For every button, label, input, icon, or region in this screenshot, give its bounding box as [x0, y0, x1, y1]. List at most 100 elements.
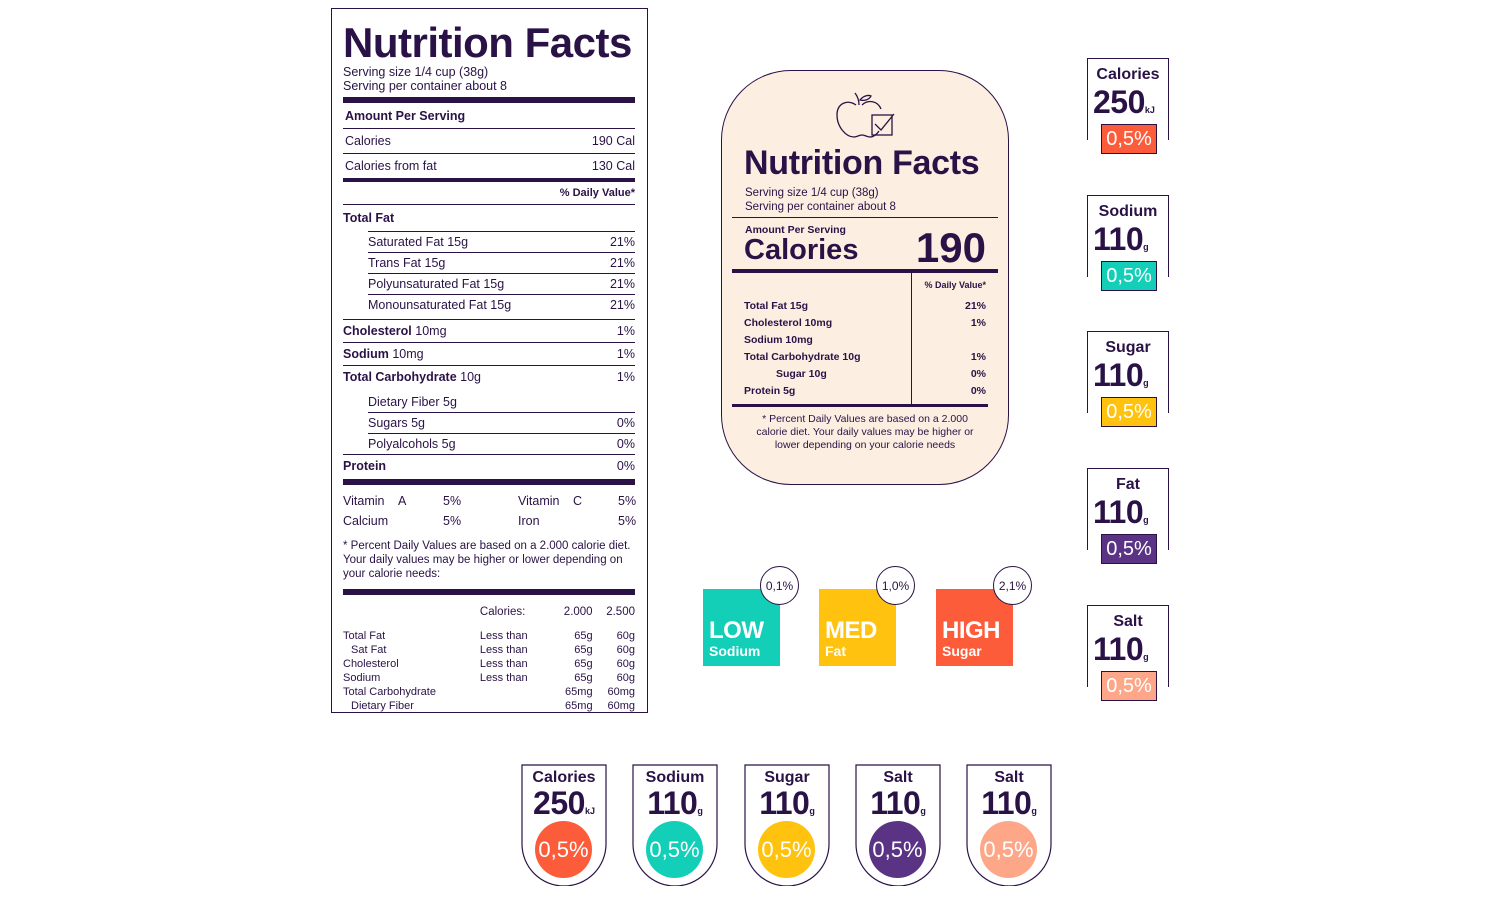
tag-label: Sodium [1098, 203, 1158, 220]
divider-thick [343, 97, 635, 103]
calories-fat-label: Calories from fat [345, 159, 437, 173]
divider [343, 342, 635, 343]
vitamin-cell: Vitamin [343, 494, 385, 508]
carb-row: Polyalcohols 5g 0% [368, 437, 635, 451]
tag-sugar: Sugar 110g 0,5% [1087, 331, 1169, 427]
shield-percent: 0,5% [980, 821, 1037, 878]
tag-label: Sugar [1105, 339, 1151, 356]
tag-value: 250kJ [1093, 84, 1155, 120]
shield-percent: 0,5% [758, 821, 815, 878]
nutrient-row: Total Carbohydrate 10g 1% [744, 351, 986, 363]
footnote: * Percent Daily Values are based on a 2.… [756, 413, 974, 451]
divider [343, 365, 635, 366]
shield-tag-sugar: Sugar 110g 0,5% [744, 764, 830, 886]
shield-label: Salt [994, 769, 1024, 786]
vitamin-cell: A [398, 494, 407, 508]
calories-fat-row: Calories from fat 130 Cal [343, 154, 635, 178]
shield-label: Calories [532, 769, 596, 786]
shield-unit: g [1031, 806, 1037, 816]
shield-label: Sugar [764, 769, 810, 786]
shield-outline [966, 764, 1052, 886]
divider [368, 433, 635, 434]
tag-unit: g [1143, 652, 1149, 662]
serving-size: Serving size 1/4 cup (38g) [343, 65, 489, 79]
protein-row: Protein 0% [343, 459, 635, 473]
dv-row: Sat Fat Less than 65g 60g [351, 644, 635, 656]
vitamin-cell: 5% [443, 514, 462, 528]
vitamin-cell: Calcium [343, 514, 389, 528]
tag-value: 110g [1093, 494, 1149, 530]
divider [343, 153, 635, 154]
calories-value: 190 Cal [591, 134, 635, 148]
shield-value: 250kJ [533, 785, 595, 821]
fat-row: Saturated Fat 15g 21% [368, 235, 635, 249]
sodium-row: Sodium 10mg 1% [343, 347, 635, 361]
badge-level: HIGH [942, 617, 1001, 644]
serving-info: Serving size 1/4 cup (38g) Serving per c… [745, 186, 896, 214]
nutrient-row: Protein 5g 0% [744, 385, 986, 397]
amount-per-serving: Amount Per Serving [345, 108, 466, 123]
shield-outline [521, 764, 607, 886]
shield-tag-calories: Calories 250kJ 0,5% [521, 764, 607, 886]
dv-row: Total Carbohydrate 65mg 60mg [343, 686, 635, 698]
tag-percent: 0,5% [1101, 261, 1157, 291]
nutrition-label-main: Nutrition Facts Serving size 1/4 cup (38… [331, 8, 648, 713]
fat-rows: Saturated Fat 15g 21% Trans Fat 15g 21% … [343, 231, 635, 315]
divider [368, 252, 635, 253]
daily-value-header: % Daily Value* [924, 280, 986, 290]
shield-percent: 0,5% [869, 821, 926, 878]
shield-percent: 0,5% [535, 821, 592, 878]
tag-fat: Fat 110g 0,5% [1087, 468, 1169, 564]
serving-per-container: Serving per container about 8 [745, 201, 896, 213]
divider [368, 273, 635, 274]
divider [343, 128, 635, 129]
tag-value: 110g [1093, 221, 1149, 257]
dv-row: Dietary Fiber 65mg 60mg [351, 700, 635, 712]
shield-outline [632, 764, 718, 886]
vitamin-row: Vitamin A 5% Vitamin C 5% [343, 491, 637, 511]
tag-unit: kJ [1144, 105, 1155, 115]
column-divider [911, 273, 912, 404]
divider-thick [732, 404, 988, 407]
shield-label: Sodium [645, 769, 705, 786]
divider [368, 294, 635, 295]
fat-row: Polyunsaturated Fat 15g 21% [368, 277, 635, 291]
tag-unit: g [1143, 378, 1149, 388]
amount-per-serving: Amount Per Serving [745, 224, 846, 236]
tag-calories: Calories 250kJ 0,5% [1087, 58, 1169, 154]
shield-unit: g [697, 806, 703, 816]
label-title: Nutrition Facts [343, 19, 632, 66]
divider [732, 217, 998, 218]
shield-tag-salt: Salt 110g 0,5% [855, 764, 941, 886]
serving-size: Serving size 1/4 cup (38g) [745, 187, 879, 199]
tag-percent: 0,5% [1101, 671, 1157, 701]
tag-unit: g [1143, 515, 1149, 525]
tag-percent: 0,5% [1101, 534, 1157, 564]
divider-thick [343, 589, 635, 595]
vitamin-cell: 5% [618, 494, 637, 508]
tag-label: Fat [1116, 476, 1140, 493]
tag-percent: 0,5% [1101, 124, 1157, 154]
fat-row: Monounsaturated Fat 15g 21% [368, 298, 635, 312]
vitamin-cell: C [573, 494, 583, 508]
nutrient-row: Sugar 10g 0% [776, 368, 986, 380]
nutrition-label-rounded: Nutrition Facts Serving size 1/4 cup (38… [721, 70, 1009, 485]
calories-value: 190 [915, 224, 986, 271]
tag-unit: g [1143, 242, 1149, 252]
badge-percent: 2,1% [993, 566, 1032, 605]
dv-row: Sodium Less than 65g 60g [343, 672, 635, 684]
divider-thick [732, 269, 998, 273]
divider-thick [343, 479, 635, 485]
tag-label: Salt [1113, 613, 1143, 630]
calories-label: Calories [744, 234, 859, 266]
calories-fat-value: 130 Cal [591, 159, 635, 173]
shield-value: 110g [647, 785, 703, 821]
label-title: Nutrition Facts [744, 144, 980, 182]
nutrient-row: Cholesterol 10mg 1% [744, 317, 986, 329]
serving-per-container: Serving per container about 8 [343, 79, 507, 93]
badge-level: LOW [709, 617, 764, 644]
carb-row: Sugars 5g 0% [368, 416, 635, 430]
divider [343, 454, 635, 455]
apple-check-icon [836, 92, 895, 138]
shield-outline [855, 764, 941, 886]
